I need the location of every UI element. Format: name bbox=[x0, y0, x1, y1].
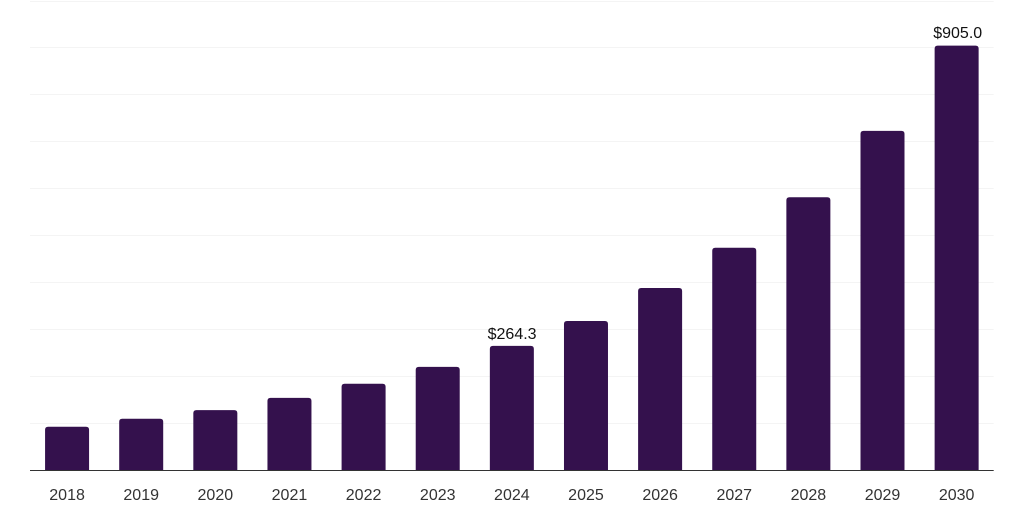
svg-text:2021: 2021 bbox=[272, 487, 308, 504]
svg-text:2024: 2024 bbox=[494, 487, 530, 504]
svg-text:$905.0: $905.0 bbox=[933, 25, 982, 42]
svg-text:2020: 2020 bbox=[198, 487, 234, 504]
svg-text:2026: 2026 bbox=[642, 487, 678, 504]
svg-text:2023: 2023 bbox=[420, 487, 456, 504]
svg-text:2022: 2022 bbox=[346, 487, 382, 504]
svg-text:2029: 2029 bbox=[865, 487, 901, 504]
svg-text:2019: 2019 bbox=[123, 487, 159, 504]
svg-text:2028: 2028 bbox=[791, 487, 827, 504]
svg-text:2025: 2025 bbox=[568, 487, 604, 504]
svg-text:$264.3: $264.3 bbox=[488, 326, 537, 343]
svg-text:2018: 2018 bbox=[49, 487, 85, 504]
svg-text:2027: 2027 bbox=[716, 487, 752, 504]
svg-text:2030: 2030 bbox=[939, 487, 975, 504]
